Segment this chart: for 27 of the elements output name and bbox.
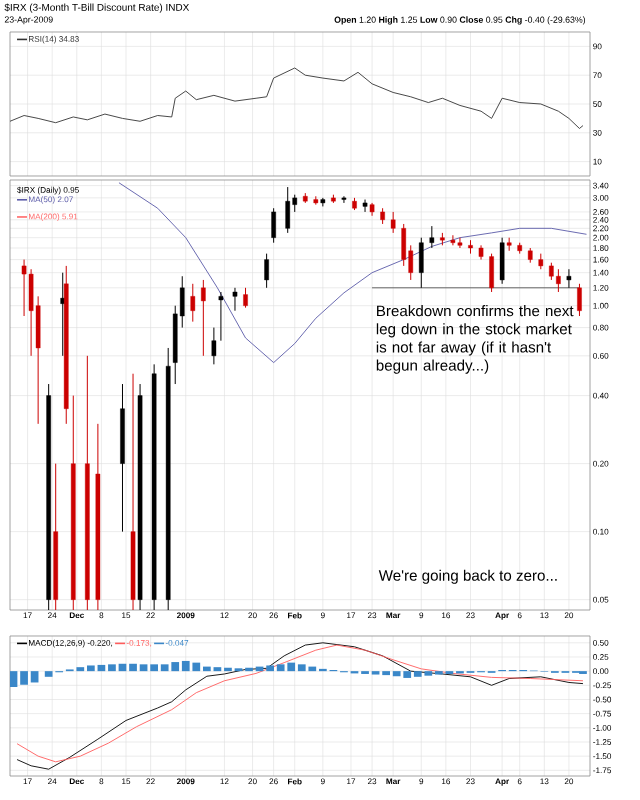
- candlestick: [429, 225, 435, 249]
- candlestick: [369, 202, 375, 217]
- candlestick: [201, 279, 206, 357]
- candlestick: [450, 234, 456, 246]
- candlestick: [527, 247, 533, 264]
- candlestick: [538, 253, 544, 270]
- candlestick: [390, 211, 396, 234]
- candlestick: [457, 237, 463, 249]
- candlestick: [478, 244, 484, 261]
- candlestick: [499, 237, 505, 285]
- candlestick: [243, 287, 248, 309]
- candlestick: [63, 265, 69, 425]
- candlestick: [232, 287, 238, 312]
- candlestick: [352, 197, 357, 211]
- candlestick: [468, 239, 473, 255]
- candlestick: [190, 283, 196, 323]
- candlestick: [302, 192, 308, 204]
- candlestick: [264, 253, 269, 289]
- candlestick: [362, 199, 368, 213]
- candlestick: [331, 194, 336, 204]
- candlestick: [506, 237, 512, 252]
- candlestick: [566, 268, 572, 289]
- candlestick: [380, 207, 385, 225]
- candlestick: [549, 262, 554, 281]
- candlestick: [440, 232, 445, 246]
- candlestick: [577, 283, 582, 317]
- line-series: [10, 67, 584, 129]
